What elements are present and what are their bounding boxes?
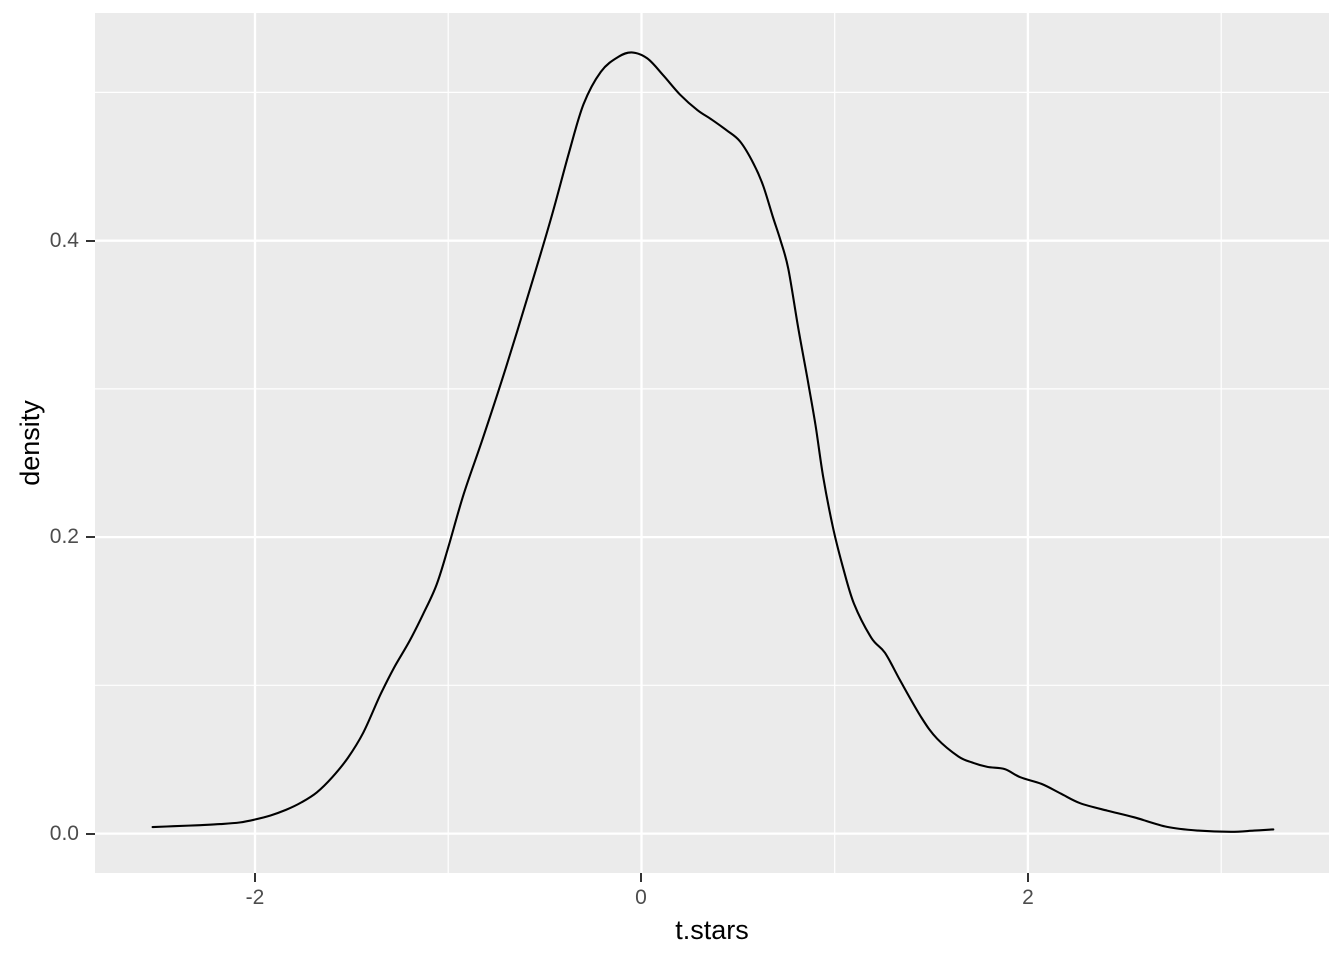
x-tick-mark bbox=[254, 873, 256, 882]
y-tick-label: 0.2 bbox=[49, 525, 79, 548]
x-tick-mark bbox=[1027, 873, 1029, 882]
major-gridlines bbox=[95, 13, 1329, 873]
x-tick-label: 2 bbox=[1022, 886, 1034, 909]
y-tick-mark bbox=[86, 240, 95, 242]
y-tick-label: 0.0 bbox=[49, 822, 79, 845]
plot-panel bbox=[95, 13, 1329, 873]
x-tick-label: 0 bbox=[635, 886, 647, 909]
y-tick-mark bbox=[86, 833, 95, 835]
x-axis-title: t.stars bbox=[675, 915, 749, 945]
x-tick-mark bbox=[640, 873, 642, 882]
density-chart-svg bbox=[95, 13, 1329, 873]
panel-background bbox=[95, 13, 1329, 873]
y-axis-title: density bbox=[15, 400, 45, 486]
y-tick-mark bbox=[86, 536, 95, 538]
x-tick-label: -2 bbox=[245, 886, 265, 909]
density-curve bbox=[151, 51, 1275, 833]
y-tick-label: 0.4 bbox=[49, 229, 79, 252]
minor-gridlines bbox=[95, 13, 1329, 873]
